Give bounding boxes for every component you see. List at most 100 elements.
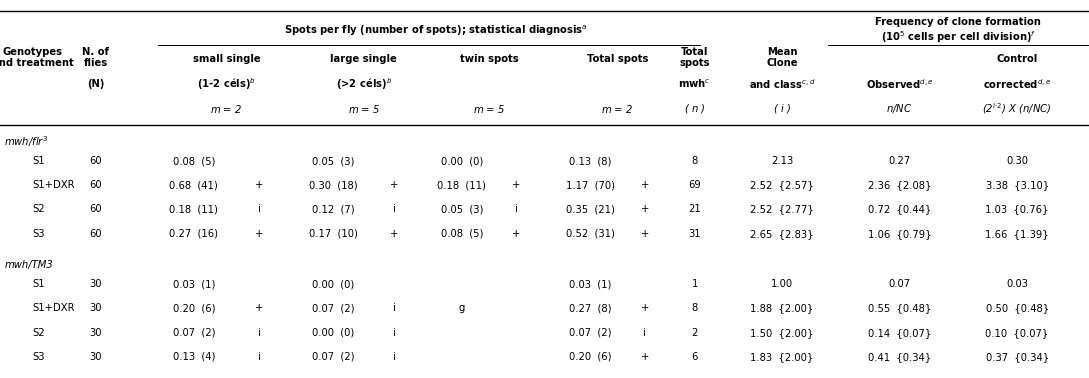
Text: 0.13  (4): 0.13 (4) xyxy=(173,352,215,362)
Text: +: + xyxy=(640,204,649,214)
Text: 0.07  (2): 0.07 (2) xyxy=(568,328,612,338)
Text: 0.27  (16): 0.27 (16) xyxy=(170,229,218,239)
Text: i: i xyxy=(393,352,395,362)
Text: 0.08  (5): 0.08 (5) xyxy=(441,229,482,239)
Text: 0.41  {0.34}: 0.41 {0.34} xyxy=(868,352,931,362)
Text: g: g xyxy=(458,304,465,313)
Text: 30: 30 xyxy=(89,279,102,289)
Text: i: i xyxy=(258,352,260,362)
Text: 0.27: 0.27 xyxy=(889,156,910,166)
Text: S2: S2 xyxy=(33,328,46,338)
Text: +: + xyxy=(390,180,399,190)
Text: 2: 2 xyxy=(692,328,698,338)
Text: 2.52  {2.57}: 2.52 {2.57} xyxy=(750,180,813,190)
Text: 0.03  (1): 0.03 (1) xyxy=(173,279,215,289)
Text: 60: 60 xyxy=(89,180,102,190)
Text: i: i xyxy=(393,204,395,214)
Text: $m$ = 5: $m$ = 5 xyxy=(347,103,380,115)
Text: 2.36  {2.08}: 2.36 {2.08} xyxy=(868,180,931,190)
Text: Total
spots: Total spots xyxy=(680,46,710,68)
Text: +: + xyxy=(255,229,264,239)
Text: large single: large single xyxy=(330,54,397,64)
Text: (N): (N) xyxy=(87,79,105,89)
Text: 1.06  {0.79}: 1.06 {0.79} xyxy=(868,229,931,239)
Text: 0.10  {0.07}: 0.10 {0.07} xyxy=(986,328,1049,338)
Text: 0.35  (21): 0.35 (21) xyxy=(566,204,614,214)
Text: 1: 1 xyxy=(692,279,698,289)
Text: S1: S1 xyxy=(33,156,46,166)
Text: 0.03: 0.03 xyxy=(1006,279,1028,289)
Text: 0.12  (7): 0.12 (7) xyxy=(311,204,355,214)
Text: i: i xyxy=(393,304,395,313)
Text: Spots per fly (number of spots); statistical diagnosis$^a$: Spots per fly (number of spots); statist… xyxy=(284,24,587,38)
Text: Genotypes
and treatment: Genotypes and treatment xyxy=(0,46,74,68)
Text: +: + xyxy=(640,180,649,190)
Text: 0.03  (1): 0.03 (1) xyxy=(570,279,611,289)
Text: 0.18  (11): 0.18 (11) xyxy=(438,180,486,190)
Text: 2.13: 2.13 xyxy=(771,156,793,166)
Text: 0.05  (3): 0.05 (3) xyxy=(313,156,354,166)
Text: 8: 8 xyxy=(692,304,698,313)
Text: 2.52  {2.77}: 2.52 {2.77} xyxy=(750,204,813,214)
Text: Total spots: Total spots xyxy=(587,54,648,64)
Text: Observed$^{d,e}$: Observed$^{d,e}$ xyxy=(866,77,933,91)
Text: 0.07  (2): 0.07 (2) xyxy=(311,352,355,362)
Text: +: + xyxy=(640,304,649,313)
Text: 31: 31 xyxy=(688,229,701,239)
Text: i: i xyxy=(258,204,260,214)
Text: 69: 69 xyxy=(688,180,701,190)
Text: S2: S2 xyxy=(33,204,46,214)
Text: 0.00  (0): 0.00 (0) xyxy=(313,279,354,289)
Text: 30: 30 xyxy=(89,328,102,338)
Text: 21: 21 xyxy=(688,204,701,214)
Text: mwh$^c$: mwh$^c$ xyxy=(678,78,711,90)
Text: +: + xyxy=(512,229,521,239)
Text: 60: 60 xyxy=(89,229,102,239)
Text: 0.07  (2): 0.07 (2) xyxy=(172,328,216,338)
Text: twin spots: twin spots xyxy=(460,54,518,64)
Text: i: i xyxy=(258,328,260,338)
Text: S1+DXR: S1+DXR xyxy=(33,304,75,313)
Text: 0.13  (8): 0.13 (8) xyxy=(570,156,611,166)
Text: 0.68  (41): 0.68 (41) xyxy=(170,180,218,190)
Text: 0.05  (3): 0.05 (3) xyxy=(441,204,482,214)
Text: ( $n$ ): ( $n$ ) xyxy=(684,102,706,115)
Text: $n$/NC: $n$/NC xyxy=(886,102,913,115)
Text: mwh/flr$^3$: mwh/flr$^3$ xyxy=(4,134,48,149)
Text: mwh/TM3: mwh/TM3 xyxy=(4,260,53,270)
Text: $m$ = 5: $m$ = 5 xyxy=(473,103,505,115)
Text: 0.30: 0.30 xyxy=(1006,156,1028,166)
Text: 0.55  {0.48}: 0.55 {0.48} xyxy=(868,304,931,313)
Text: $m$ = 2: $m$ = 2 xyxy=(210,103,243,115)
Text: S3: S3 xyxy=(33,229,45,239)
Text: +: + xyxy=(255,304,264,313)
Text: 60: 60 xyxy=(89,204,102,214)
Text: 30: 30 xyxy=(89,352,102,362)
Text: 8: 8 xyxy=(692,156,698,166)
Text: 0.17  (10): 0.17 (10) xyxy=(309,229,357,239)
Text: S1: S1 xyxy=(33,279,46,289)
Text: 0.52  (31): 0.52 (31) xyxy=(566,229,614,239)
Text: ( $\it{i}$ ): ( $\it{i}$ ) xyxy=(773,102,791,115)
Text: small single: small single xyxy=(193,54,260,64)
Text: (2$^{\it{i}{\cdot}2}$) X ($n$/NC): (2$^{\it{i}{\cdot}2}$) X ($n$/NC) xyxy=(982,101,1052,116)
Text: +: + xyxy=(512,180,521,190)
Text: +: + xyxy=(640,229,649,239)
Text: corrected$^{d,e}$: corrected$^{d,e}$ xyxy=(983,77,1051,91)
Text: 0.27  (8): 0.27 (8) xyxy=(568,304,612,313)
Text: $m$ = 2: $m$ = 2 xyxy=(601,103,634,115)
Text: +: + xyxy=(255,180,264,190)
Text: 1.83  {2.00}: 1.83 {2.00} xyxy=(750,352,813,362)
Text: Control: Control xyxy=(996,54,1038,64)
Text: 0.14  {0.07}: 0.14 {0.07} xyxy=(868,328,931,338)
Text: 0.37  {0.34}: 0.37 {0.34} xyxy=(986,352,1049,362)
Text: 0.18  (11): 0.18 (11) xyxy=(170,204,218,214)
Text: 6: 6 xyxy=(692,352,698,362)
Text: 0.00  (0): 0.00 (0) xyxy=(313,328,354,338)
Text: 0.08  (5): 0.08 (5) xyxy=(173,156,215,166)
Text: 30: 30 xyxy=(89,304,102,313)
Text: Frequency of clone formation
(10$^5$ cells per cell division)$^f$: Frequency of clone formation (10$^5$ cel… xyxy=(876,17,1041,45)
Text: 0.20  (6): 0.20 (6) xyxy=(172,304,216,313)
Text: S3: S3 xyxy=(33,352,45,362)
Text: i: i xyxy=(644,328,646,338)
